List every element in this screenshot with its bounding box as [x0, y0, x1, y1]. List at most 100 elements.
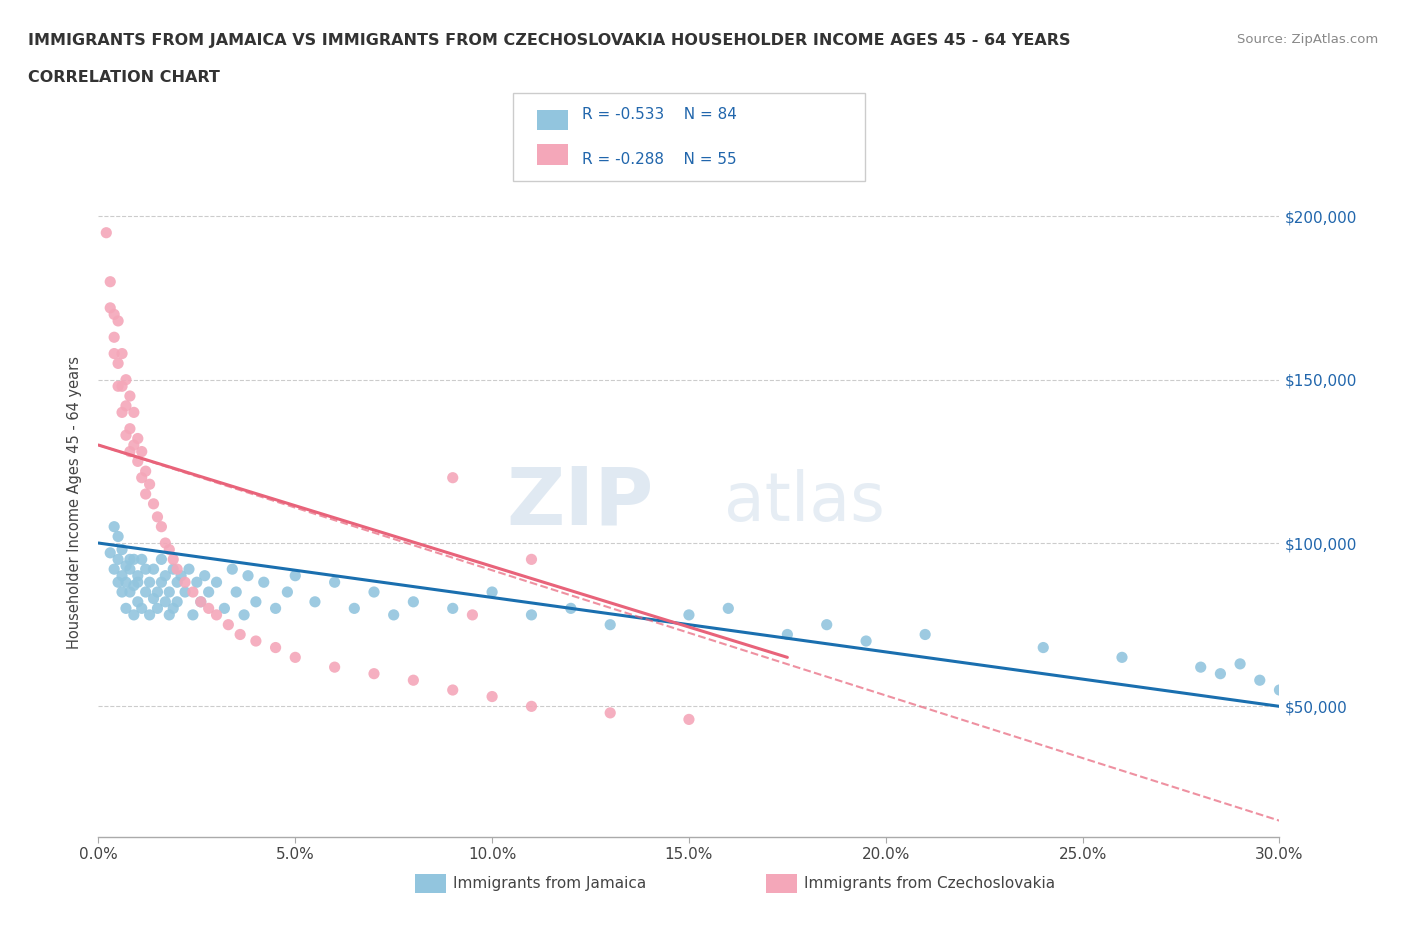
Point [103, 346, 125, 361]
Point [111, 346, 134, 361]
Point [197, 585, 219, 600]
Point [157, 585, 180, 600]
Point [520, 607, 543, 622]
Point [115, 558, 138, 573]
Point [115, 372, 138, 387]
Point [103, 307, 125, 322]
Point [142, 497, 165, 512]
Point [717, 601, 740, 616]
Point [122, 405, 145, 419]
Point [304, 594, 326, 609]
Point [103, 562, 125, 577]
Point [111, 568, 134, 583]
Y-axis label: Householder Income Ages 45 - 64 years: Householder Income Ages 45 - 64 years [67, 355, 83, 649]
Point [142, 591, 165, 606]
Point [155, 536, 177, 551]
Point [138, 607, 160, 622]
Text: Immigrants from Jamaica: Immigrants from Jamaica [453, 876, 645, 891]
Point [155, 594, 177, 609]
Point [914, 627, 936, 642]
Point [284, 650, 307, 665]
Point [135, 585, 157, 600]
Point [1189, 659, 1212, 674]
Point [162, 562, 184, 577]
Point [461, 607, 484, 622]
Point [441, 601, 464, 616]
Point [678, 712, 700, 727]
Point [111, 542, 134, 557]
Point [174, 575, 197, 590]
Point [150, 575, 173, 590]
Point [197, 601, 219, 616]
Text: IMMIGRANTS FROM JAMAICA VS IMMIGRANTS FROM CZECHOSLOVAKIA HOUSEHOLDER INCOME AGE: IMMIGRANTS FROM JAMAICA VS IMMIGRANTS FR… [28, 33, 1070, 47]
Point [236, 568, 259, 583]
Point [1229, 657, 1251, 671]
Point [111, 405, 134, 419]
Point [481, 689, 503, 704]
Point [276, 585, 298, 600]
Point [122, 438, 145, 453]
Point [96, 225, 118, 240]
Point [115, 398, 138, 413]
Point [146, 510, 169, 525]
Point [170, 568, 193, 583]
Point [107, 529, 129, 544]
Point [245, 633, 267, 648]
Point [166, 562, 188, 577]
Point [599, 706, 621, 721]
Point [229, 627, 252, 642]
Text: atlas: atlas [724, 470, 886, 535]
Point [264, 601, 287, 616]
Point [115, 428, 138, 443]
Point [138, 575, 160, 590]
Point [205, 575, 228, 590]
Point [135, 464, 157, 479]
Point [157, 542, 180, 557]
Point [382, 607, 405, 622]
Point [177, 562, 200, 577]
Point [146, 601, 169, 616]
Point [118, 551, 141, 566]
Point [142, 562, 165, 577]
Text: CORRELATION CHART: CORRELATION CHART [28, 70, 219, 85]
Point [111, 379, 134, 393]
Point [363, 585, 385, 600]
Point [402, 672, 425, 687]
Point [264, 640, 287, 655]
Point [194, 568, 217, 583]
Point [127, 432, 149, 446]
Point [157, 607, 180, 622]
Point [1249, 672, 1271, 687]
Text: R = -0.288    N = 55: R = -0.288 N = 55 [582, 153, 737, 167]
Text: Immigrants from Czechoslovakia: Immigrants from Czechoslovakia [804, 876, 1056, 891]
Point [181, 607, 204, 622]
Point [186, 575, 208, 590]
Point [150, 519, 173, 534]
Point [221, 562, 243, 577]
Point [146, 585, 169, 600]
Point [122, 578, 145, 593]
Point [98, 300, 121, 315]
Point [815, 618, 838, 632]
Point [98, 274, 121, 289]
Point [520, 551, 543, 566]
Point [678, 607, 700, 622]
Point [323, 659, 346, 674]
Point [115, 601, 138, 616]
Point [98, 545, 121, 560]
Point [131, 445, 153, 459]
Point [1209, 666, 1232, 681]
Point [118, 562, 141, 577]
Point [520, 699, 543, 714]
Point [162, 551, 184, 566]
Point [253, 575, 276, 590]
Point [776, 627, 799, 642]
Point [127, 575, 149, 590]
Point [131, 601, 153, 616]
Point [323, 575, 346, 590]
Point [107, 313, 129, 328]
Text: ZIP: ZIP [506, 463, 654, 541]
Point [284, 568, 307, 583]
Point [127, 594, 149, 609]
Point [174, 585, 197, 600]
